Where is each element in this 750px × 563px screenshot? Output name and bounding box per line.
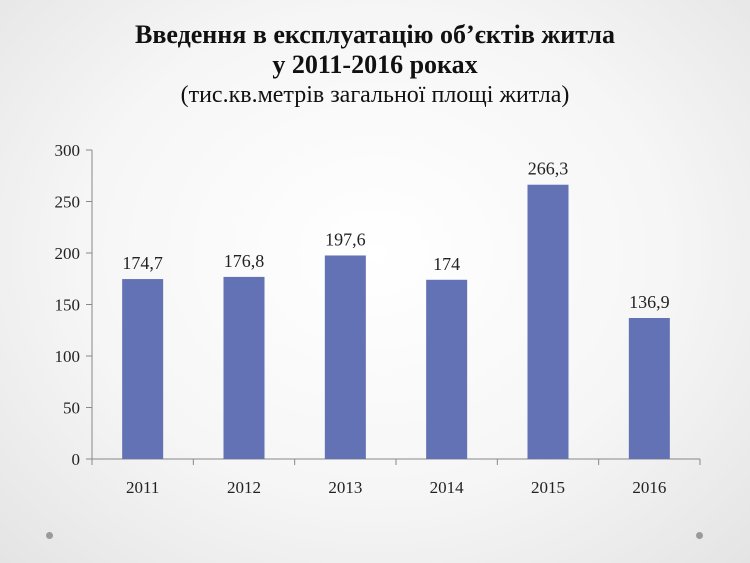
- chart-title-block: Введення в експлуатацію об’єктів житла у…: [0, 20, 750, 110]
- chart-title-years: у 2011-2016 роках: [272, 50, 478, 79]
- y-tick-label: 150: [55, 296, 81, 315]
- bar: [527, 184, 569, 459]
- bar: [324, 255, 366, 459]
- x-tick-label: 2015: [531, 478, 565, 497]
- x-tick-label: 2016: [632, 478, 666, 497]
- y-tick-label: 0: [72, 450, 81, 469]
- slide-corner-dot-left: [46, 532, 53, 539]
- chart-title: Введення в експлуатацію об’єктів житла: [135, 20, 615, 49]
- data-label: 197,6: [325, 229, 366, 249]
- bar: [426, 279, 468, 459]
- x-tick-label: 2012: [227, 478, 261, 497]
- bar: [122, 279, 164, 459]
- y-tick-label: 300: [55, 141, 81, 160]
- chart-subtitle: (тис.кв.метрів загальної площі житла): [180, 82, 570, 108]
- data-label: 176,8: [224, 251, 265, 271]
- data-label: 174: [433, 254, 460, 274]
- y-tick-label: 200: [55, 244, 81, 263]
- bar: [223, 276, 265, 459]
- y-tick-label: 250: [55, 193, 81, 212]
- x-tick-label: 2013: [328, 478, 362, 497]
- x-tick-label: 2011: [126, 478, 159, 497]
- data-label: 136,9: [629, 292, 670, 312]
- y-tick-label: 50: [63, 399, 80, 418]
- y-tick-label: 100: [55, 347, 81, 366]
- slide-corner-dot-right: [696, 532, 703, 539]
- data-label: 174,7: [122, 253, 163, 273]
- bar: [628, 317, 670, 459]
- x-tick-label: 2014: [430, 478, 465, 497]
- data-label: 266,3: [528, 159, 569, 179]
